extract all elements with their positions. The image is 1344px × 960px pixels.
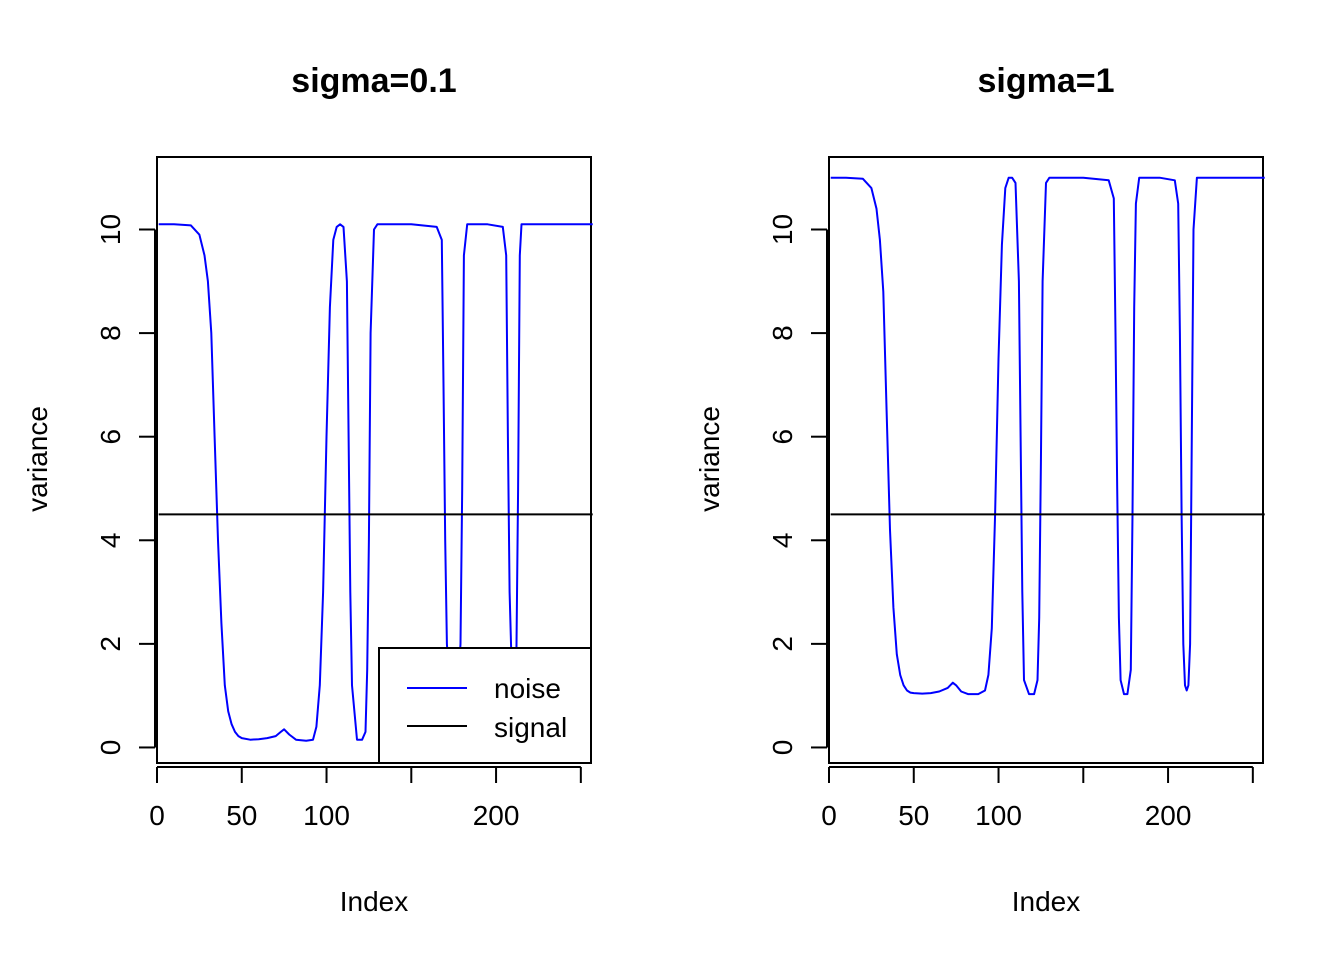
y-tick-label: 10 — [767, 214, 798, 245]
x-tick-label: 0 — [149, 800, 165, 831]
legend-label-noise: noise — [494, 673, 561, 704]
y-axis: 0 2 4 6 8 10 — [95, 214, 156, 756]
chart-title: sigma=0.1 — [291, 62, 456, 100]
x-axis: 0 50 100 200 — [821, 766, 1254, 831]
legend-box — [378, 647, 592, 764]
y-tick-label: 0 — [767, 740, 798, 756]
x-axis-label: Index — [340, 886, 409, 917]
legend: noise signal — [378, 647, 592, 764]
plot-frame — [156, 156, 592, 764]
panel-sigma-0-1: sigma=0.1 Index variance 0 50 100 200 0 2 4 6 8… — [22, 62, 593, 917]
plot-area — [830, 176, 1265, 696]
x-tick-label: 200 — [1145, 800, 1192, 831]
chart-title: sigma=1 — [977, 62, 1114, 100]
y-tick-label: 2 — [95, 636, 126, 652]
panel-sigma-1: sigma=1 Index variance 0 50 100 200 0 2 4 6 8 10 — [694, 62, 1265, 917]
legend-label-signal: signal — [494, 712, 567, 743]
series-noise-line — [830, 176, 1265, 696]
y-axis-label: variance — [22, 406, 53, 512]
y-axis-label: variance — [694, 406, 725, 512]
x-tick-label: 50 — [226, 800, 257, 831]
y-tick-label: 6 — [95, 429, 126, 445]
y-tick-label: 8 — [95, 325, 126, 341]
x-tick-label: 100 — [303, 800, 350, 831]
y-tick-label: 6 — [767, 429, 798, 445]
x-tick-label: 0 — [821, 800, 837, 831]
plot-frame — [828, 156, 1264, 764]
y-tick-label: 2 — [767, 636, 798, 652]
y-axis: 0 2 4 6 8 10 — [767, 214, 828, 756]
y-tick-label: 10 — [95, 214, 126, 245]
y-tick-label: 0 — [95, 740, 126, 756]
y-tick-label: 8 — [767, 325, 798, 341]
y-tick-label: 4 — [95, 532, 126, 548]
x-axis-label: Index — [1012, 886, 1081, 917]
x-tick-label: 200 — [473, 800, 520, 831]
x-axis: 0 50 100 200 — [149, 766, 582, 831]
plot-area — [158, 223, 593, 742]
x-tick-label: 100 — [975, 800, 1022, 831]
series-noise-line — [158, 223, 593, 742]
y-tick-label: 4 — [767, 532, 798, 548]
x-tick-label: 50 — [898, 800, 929, 831]
